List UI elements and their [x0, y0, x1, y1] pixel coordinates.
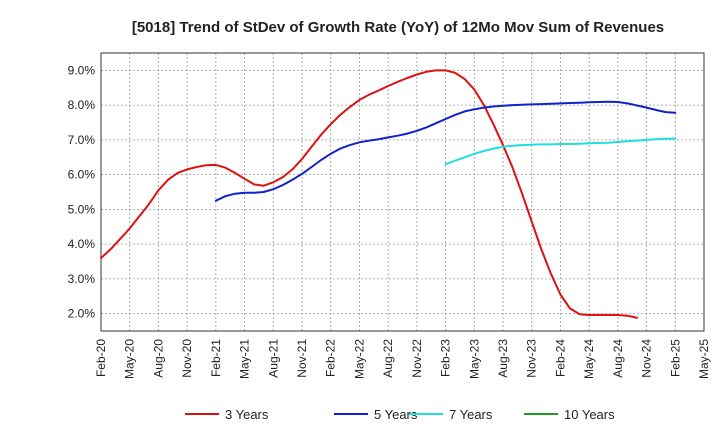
legend-label: 10 Years: [564, 407, 615, 422]
legend-label: 5 Years: [374, 407, 418, 422]
x-tick-label: Aug-24: [611, 339, 625, 378]
grid: [101, 53, 704, 331]
x-tick-label: May-22: [352, 339, 366, 379]
y-tick-label: 6.0%: [68, 168, 96, 182]
y-tick-label: 5.0%: [68, 202, 96, 216]
x-tick-label: May-23: [467, 339, 481, 379]
chart-title: [5018] Trend of StDev of Growth Rate (Yo…: [132, 19, 664, 36]
x-tick-label: May-21: [238, 339, 252, 379]
x-axis: Feb-20 May-20 Aug-20 Nov-20 Feb-21 May-21 Aug-…: [94, 339, 711, 379]
y-tick-label: 7.0%: [68, 133, 96, 147]
x-tick-label: Aug-23: [496, 339, 510, 378]
x-tick-label: Nov-21: [295, 339, 309, 378]
x-tick-label: Feb-21: [209, 339, 223, 377]
x-tick-label: Nov-23: [525, 339, 539, 378]
y-axis: 2.0% 3.0% 4.0% 5.0% 6.0% 7.0% 8.0% 9.0%: [68, 63, 96, 320]
x-tick-label: Feb-25: [668, 339, 682, 377]
x-tick-label: Feb-20: [94, 339, 108, 377]
x-tick-label: Aug-21: [266, 339, 280, 378]
legend: 3 Years 5 Years 7 Years 10 Years: [185, 407, 615, 422]
series-line-3-years: [100, 69, 638, 319]
x-tick-label: May-24: [582, 339, 596, 379]
x-tick-label: May-20: [123, 339, 137, 379]
y-tick-label: 8.0%: [68, 98, 96, 112]
x-tick-label: May-25: [697, 339, 711, 379]
x-tick-label: Aug-20: [151, 339, 165, 378]
y-tick-label: 3.0%: [68, 272, 96, 286]
x-tick-label: Feb-22: [324, 339, 338, 377]
series-line-5-years: [214, 100, 677, 202]
x-tick-label: Feb-24: [553, 339, 567, 377]
x-tick-label: Nov-24: [640, 339, 654, 378]
series-lines: [100, 69, 677, 319]
x-tick-label: Aug-22: [381, 339, 395, 378]
x-tick-label: Nov-20: [180, 339, 194, 378]
x-tick-label: Nov-22: [410, 339, 424, 378]
y-tick-label: 4.0%: [68, 237, 96, 251]
x-tick-label: Feb-23: [439, 339, 453, 377]
plot-frame: [100, 52, 705, 332]
legend-label: 3 Years: [225, 407, 269, 422]
y-tick-label: 9.0%: [68, 63, 96, 77]
legend-label: 7 Years: [449, 407, 493, 422]
series-line-7-years: [444, 137, 677, 166]
y-tick-label: 2.0%: [68, 307, 96, 321]
